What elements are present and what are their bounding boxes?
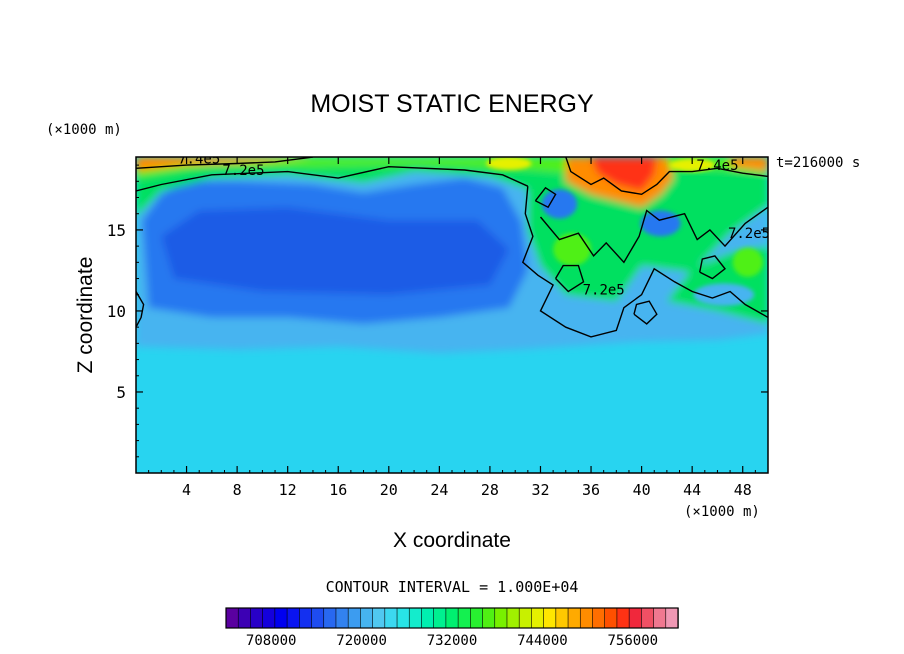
y-tick-label: 15 [107,221,126,240]
colorbar-swatch [298,607,313,629]
region-top-core [591,157,657,191]
x-axis: 4 8 12 16 20 24 28 32 36 40 44 48 [148,157,756,499]
x-axis-label: X coordinate [393,529,511,552]
colorbar-swatch [237,607,252,629]
spot-yellow-1 [486,157,532,170]
colorbar-swatch [579,607,594,629]
colorbar-swatch [482,607,496,629]
colorbar-tick-label: 720000 [336,633,387,649]
colorbar-swatch [421,607,435,629]
x-tick-label: 36 [582,481,600,499]
colorbar-tick-label: 756000 [608,633,659,649]
x-tick-label: 28 [481,481,499,499]
y-axis: 5 10 15 [107,164,768,458]
contour-label: 7.2e5 [222,163,264,179]
x-tick-label: 40 [633,481,651,499]
colorbar-frame [225,607,679,629]
colorbar-swatch [384,607,398,629]
contour-anvil-top [136,165,529,192]
spot-blue-2 [640,210,681,237]
x-unit-label: (×1000 m) [684,504,760,520]
chart-title: MOIST STATIC ENERGY [310,90,594,118]
contour-label: 7.4e5 [696,158,738,174]
x-tick-label: 12 [279,481,297,499]
colorbar-swatch [653,607,667,629]
contour-label: 7.2e5 [583,283,625,299]
colorbar-swatch [335,607,349,629]
field-details [486,157,763,307]
contour-label: 7.2e5 [728,226,770,242]
contour-interval-label: CONTOUR INTERVAL = 1.000E+04 [326,578,579,596]
spot-green-1 [553,233,592,266]
colorbar-swatch [347,607,362,629]
colorbar-swatch [396,607,410,629]
x-tick-label: 8 [233,481,242,499]
colorbar-swatch [506,607,520,629]
colorbar-swatch [274,607,288,629]
colorbar-swatch [311,607,325,629]
contour-anvil-edge [521,186,768,338]
colorbar-swatch [604,607,618,629]
x-tick-label: 16 [329,481,347,499]
colorbar-swatch [518,607,533,629]
colorbar-swatch [665,607,679,629]
region-top-right-warm [730,157,768,172]
spot-green-2 [732,247,763,277]
x-tick-label: 44 [683,481,701,499]
colorbar-swatch [445,607,459,629]
colorbar-swatch [628,607,643,629]
x-tick-label: 20 [380,481,398,499]
contour-loop-right [699,255,726,280]
contour-loop-mid [554,264,585,293]
colorbar-swatch [408,607,423,629]
region-top-left-warm [136,157,313,172]
colorbar-swatch [470,607,484,629]
time-label: t=216000 s [776,155,860,171]
colorbar-swatch [323,607,337,629]
x-tick-label: 32 [531,481,549,499]
region-anvil-core [161,207,509,295]
colorbar-swatch [225,607,239,629]
colorbar-swatch [433,607,447,629]
contour-top-warm [565,157,768,196]
colorbar-swatch [262,607,276,629]
contour-label: 7.4e5 [178,151,220,167]
contour-cell-left [539,206,768,264]
colorbar-swatch [250,607,264,629]
colorbar-tick-label: 708000 [246,633,297,649]
colorbar-swatch [494,607,508,629]
x-tick-label: 48 [734,481,752,499]
colorbar-swatch [372,607,386,629]
y-tick-label: 5 [116,383,126,402]
colorbar-swatch [457,607,472,629]
spot-blue-3 [693,283,755,307]
y-axis-label: Z coordinate [74,257,97,374]
colorbar-swatch [531,607,545,629]
field-regions [136,157,768,354]
spot-yellow-2 [669,158,715,172]
colorbar-swatch [567,607,581,629]
colorbar-swatch [543,607,557,629]
contour-loop-lower [633,300,658,325]
colorbar-swatch [641,607,655,629]
y-tick-label: 10 [107,302,126,321]
contour-loop-top [534,186,557,209]
spot-blue-1 [541,189,578,219]
x-tick-label: 4 [182,481,191,499]
colorbar-tick-label: 732000 [427,633,478,649]
y-unit-label: (×1000 m) [46,122,122,138]
colorbar-swatch [592,607,606,629]
x-tick-label: 24 [430,481,448,499]
colorbar: 708000 720000 732000 744000 756000 [225,607,679,649]
colorbar-swatch [555,607,569,629]
colorbar-swatch [616,607,630,629]
colorbar-swatch [286,607,300,629]
colorbar-tick-label: 744000 [517,633,568,649]
colorbar-swatch [360,607,374,629]
